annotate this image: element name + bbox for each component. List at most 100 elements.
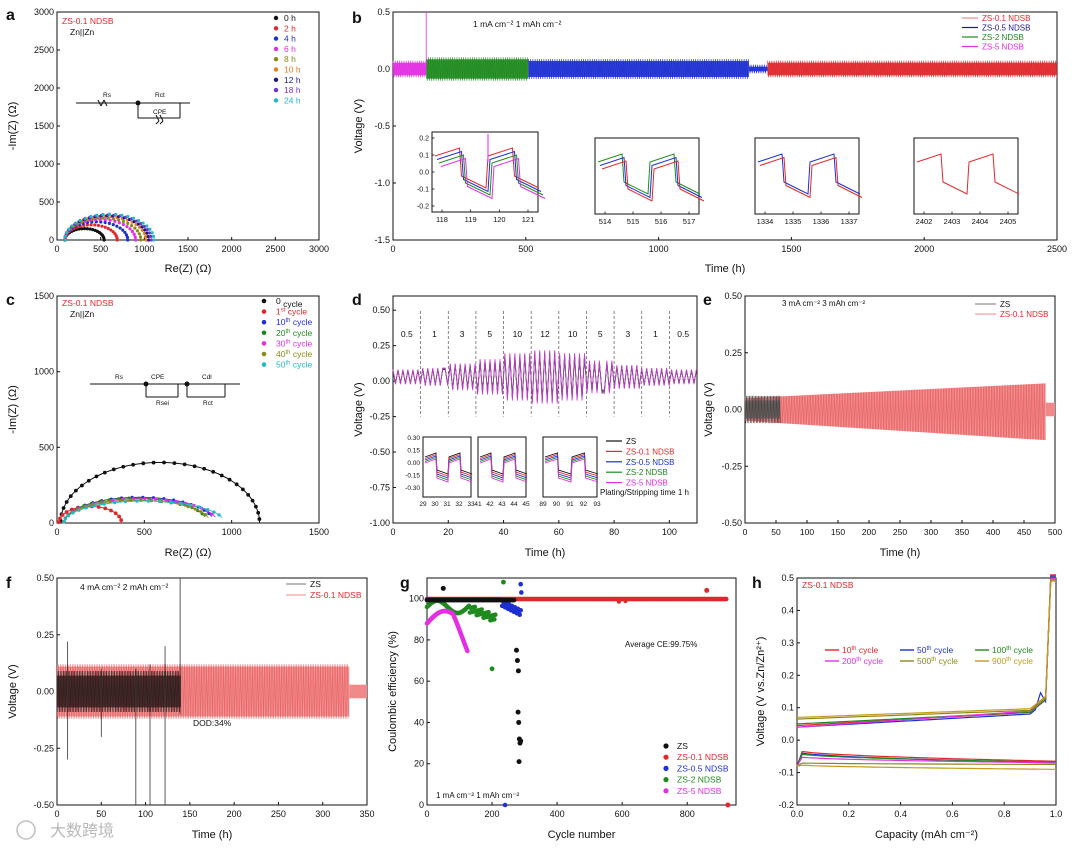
inset-trace xyxy=(479,458,528,483)
x-tick-label: 0 xyxy=(54,809,59,819)
inset-tick-label: 119 xyxy=(465,215,477,224)
data-point xyxy=(663,743,669,749)
y-tick-label: -0.2 xyxy=(778,800,794,810)
legend-entry: 50th cycle xyxy=(917,645,953,655)
y-tick-label: 0.2 xyxy=(781,670,794,680)
y-axis-label: Voltage (V) xyxy=(7,664,19,718)
equivalent-circuit: Rs Rct CPE xyxy=(76,92,190,125)
legend-entry: 0 h xyxy=(284,13,296,23)
legend-entry: ZS-0.1 NDSB xyxy=(982,14,1030,23)
inset-frame xyxy=(422,436,472,498)
zs01-trace-wave xyxy=(767,60,1058,78)
voltage-trace xyxy=(392,351,697,403)
data-point xyxy=(663,754,669,760)
x-tick-label: 100 xyxy=(138,809,153,819)
y-tick-label: 0.25 xyxy=(36,630,54,640)
data-point xyxy=(80,227,84,231)
legend-entry: 100th cycle xyxy=(992,645,1033,655)
inset: 514 515 516 517 xyxy=(594,137,705,226)
x-tick-label: 1500 xyxy=(178,244,198,254)
legend-entry: 18 h xyxy=(284,85,301,95)
inset-tick-label: 32 xyxy=(455,501,463,508)
panel-g-frame xyxy=(426,577,737,806)
x-tick-label: 150 xyxy=(831,527,845,537)
rate-label: 1 xyxy=(653,329,658,339)
inset-tick-label: -0.30 xyxy=(405,485,420,492)
x-tick-label: 0.6 xyxy=(946,809,959,819)
x-tick-label: 60 xyxy=(554,527,564,537)
data-point xyxy=(502,802,508,808)
charge-curve xyxy=(796,578,1056,728)
y-tick-label: -0.5 xyxy=(374,121,390,131)
data-point xyxy=(273,67,279,72)
zs5-series xyxy=(424,608,470,654)
inset-tick-label: 33 xyxy=(467,501,475,508)
y-tick-label: 1500 xyxy=(34,121,54,131)
data-point xyxy=(616,599,621,604)
y-tick-label: 0.25 xyxy=(724,348,742,358)
inset-trace xyxy=(424,458,473,483)
rate-label: 3 xyxy=(626,329,631,339)
inset-tick-label: 118 xyxy=(436,215,448,224)
data-point xyxy=(273,26,279,31)
legend-entry: ZS-2 NDSB xyxy=(982,33,1024,42)
data-point xyxy=(725,802,731,808)
inset-tick-label: 1335 xyxy=(785,217,802,226)
x-axis-label: Capacity (mAh cm⁻²) xyxy=(875,829,978,841)
line xyxy=(100,99,105,107)
voltage-trace xyxy=(392,355,697,399)
data-point xyxy=(144,235,148,239)
inset-tick-label: 1337 xyxy=(841,217,858,226)
x-tick-label: 150 xyxy=(182,809,197,819)
x-tick-label: 3000 xyxy=(309,244,329,254)
rate-label: 12 xyxy=(540,329,550,339)
data-point xyxy=(133,226,137,230)
data-point xyxy=(518,738,524,744)
data-point xyxy=(492,617,497,622)
data-point xyxy=(261,341,267,346)
y-axis-label: Voltage (V) xyxy=(703,382,715,436)
data-point xyxy=(123,230,127,235)
discharge-curve xyxy=(796,756,1056,767)
y-tick-label: -1.0 xyxy=(374,178,390,188)
legend-entry: ZS-2 NDSB xyxy=(677,775,722,785)
data-point xyxy=(89,223,93,227)
data-point xyxy=(723,596,729,602)
equivalent-circuit: Rs CPE Rsei Cdl Rct xyxy=(90,374,240,407)
data-point xyxy=(152,238,156,242)
y-tick-label: 500 xyxy=(39,442,54,452)
inset-tick-label: 93 xyxy=(593,501,601,508)
legend-entry: ZS-0.5 NDSB xyxy=(626,458,674,467)
zs05-trace-wave xyxy=(528,58,749,80)
x-tick-label: 1000 xyxy=(649,244,669,254)
y-tick-label: 0 xyxy=(49,518,54,528)
inset xyxy=(542,436,599,498)
x-tick-label: 0 xyxy=(743,527,748,537)
x-tick-label: 350 xyxy=(955,527,969,537)
line xyxy=(159,120,164,125)
data-point xyxy=(261,298,267,304)
data-point xyxy=(261,351,267,357)
data-point xyxy=(146,234,150,239)
inset-frame xyxy=(754,137,860,215)
y-axis-label: Voltage (V) xyxy=(353,99,365,153)
legend-entry: ZS-5 NDSB xyxy=(982,43,1024,52)
data-point xyxy=(663,777,669,783)
inset-tick-label: 2402 xyxy=(916,217,933,226)
x-tick-label: 0 xyxy=(390,527,395,537)
inset-trace xyxy=(599,156,703,199)
data-point xyxy=(261,362,267,367)
inset-trace xyxy=(440,157,546,200)
y-tick-label: 0.50 xyxy=(36,573,54,583)
zs05-trace-end-wave xyxy=(748,64,767,74)
data-point xyxy=(518,581,523,587)
data-point xyxy=(125,224,129,229)
zs2-series xyxy=(424,579,506,672)
legend-entry: 200th cycle xyxy=(842,656,883,666)
inset xyxy=(477,436,528,498)
data-point xyxy=(93,223,97,227)
panel-letter: e xyxy=(703,292,712,309)
data-point xyxy=(145,231,149,235)
x-tick-label: 800 xyxy=(680,809,695,819)
